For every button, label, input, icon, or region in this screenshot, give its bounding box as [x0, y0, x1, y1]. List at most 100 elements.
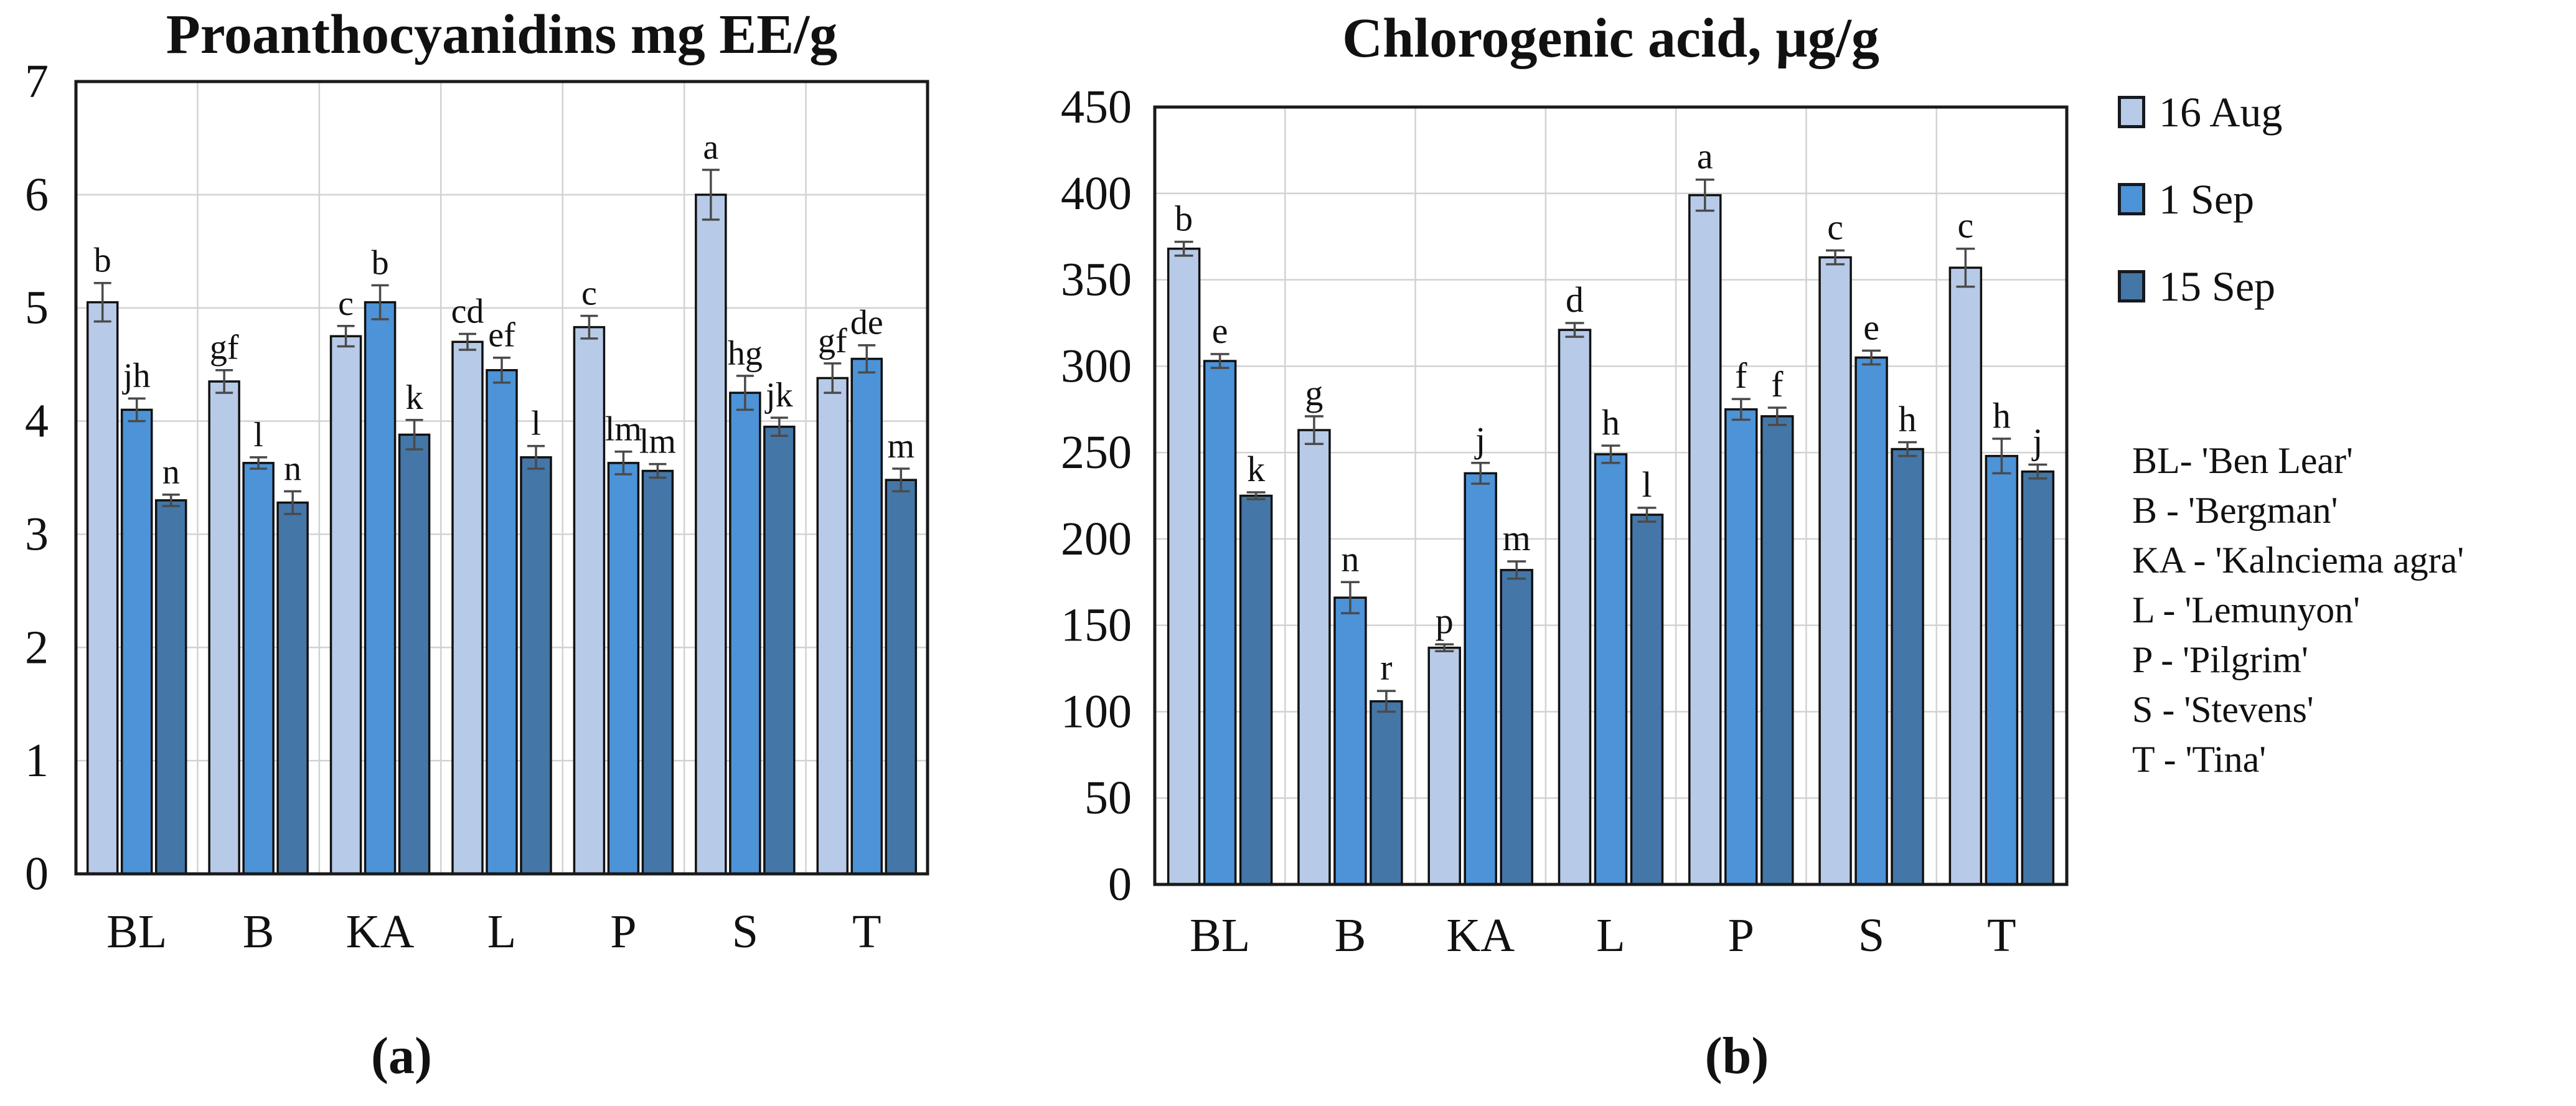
sig-letter: m — [888, 427, 915, 466]
bar — [1891, 448, 1924, 886]
key-line-bergman: B - 'Bergman' — [2132, 490, 2338, 531]
y-tick-label: 6 — [25, 169, 49, 221]
legend-swatch-1-sep-icon — [2118, 183, 2145, 215]
bar — [1297, 429, 1331, 886]
bar — [850, 357, 883, 875]
sig-letter: jk — [764, 376, 793, 415]
bar — [1594, 453, 1628, 886]
bar — [2021, 470, 2055, 886]
y-tick-label: 4 — [25, 395, 49, 448]
y-tick-label: 450 — [1061, 81, 1132, 133]
sig-letter: l — [1642, 464, 1652, 505]
sig-letter: e — [1863, 307, 1879, 347]
sig-letter: jh — [122, 357, 151, 395]
sig-letter: cd — [451, 293, 484, 331]
y-tick-label: 300 — [1061, 340, 1132, 392]
bar — [1500, 569, 1533, 886]
bar — [86, 301, 119, 875]
key-line-pilgrim: P - 'Pilgrim' — [2132, 639, 2308, 680]
key-line-ben-lear: BL- 'Ben Lear' — [2132, 440, 2353, 481]
bar — [641, 469, 674, 875]
legend-swatch-15-sep-icon — [2118, 270, 2145, 302]
bar — [1464, 472, 1497, 886]
x-category-label: KA — [346, 906, 415, 958]
y-tick-label: 350 — [1061, 254, 1132, 306]
bar — [573, 326, 606, 875]
sig-letter: lm — [605, 410, 642, 449]
sig-letter: p — [1436, 601, 1454, 641]
legend-item-16-aug: 16 Aug — [2118, 91, 2282, 133]
bar — [1724, 408, 1758, 886]
sig-letter: n — [1341, 538, 1359, 579]
legend-item-15-sep: 15 Sep — [2118, 263, 2282, 310]
chart-a-title: Proanthocyanidins mg EE/g — [166, 4, 838, 65]
bar — [364, 301, 397, 875]
bar — [1948, 266, 1983, 886]
sig-letter: c — [1827, 207, 1843, 247]
sig-letter: f — [1735, 355, 1747, 396]
bar — [486, 368, 518, 875]
x-category-label: T — [1987, 909, 2016, 962]
sig-letter: n — [284, 449, 301, 488]
x-category-label: L — [1596, 909, 1625, 962]
x-category-label: S — [732, 906, 758, 958]
bar — [276, 501, 309, 875]
cultivar-key: BL- 'Ben Lear' B - 'Bergman' KA - 'Kalnc… — [2132, 436, 2464, 784]
key-line-tina: T - 'Tina' — [2132, 739, 2267, 780]
y-tick-label: 1 — [25, 734, 49, 787]
bar — [1760, 415, 1794, 886]
bar — [520, 456, 552, 875]
legend-item-1-sep: 1 Sep — [2118, 176, 2282, 223]
bar — [451, 340, 484, 875]
panel-label-a: (a) — [371, 1027, 432, 1085]
bar — [816, 377, 849, 875]
x-category-label: KA — [1446, 909, 1515, 962]
sig-letter: h — [1602, 402, 1620, 443]
bar — [1427, 646, 1461, 886]
sig-letter: hg — [728, 334, 763, 373]
bar — [1333, 596, 1367, 886]
bar — [1558, 329, 1592, 886]
sig-letter: ef — [488, 316, 515, 355]
bar — [1167, 247, 1201, 886]
x-category-label: S — [1858, 909, 1884, 962]
y-tick-label: 2 — [25, 621, 49, 673]
sig-letter: de — [850, 304, 883, 342]
sig-letter: n — [162, 453, 180, 492]
sig-letter: l — [253, 416, 263, 454]
bar — [695, 194, 727, 875]
bar — [1239, 494, 1273, 886]
bar — [1630, 513, 1664, 886]
sig-letter: gf — [818, 322, 847, 360]
sig-letter: f — [1771, 364, 1784, 405]
bar — [729, 391, 761, 875]
bar — [1370, 700, 1403, 886]
bar — [1854, 356, 1888, 886]
x-category-label: L — [487, 906, 516, 958]
sig-letter: lm — [639, 423, 676, 461]
bar — [1985, 454, 2019, 886]
bar — [329, 335, 362, 875]
y-tick-label: 5 — [25, 282, 49, 334]
sig-letter: a — [1697, 136, 1713, 177]
legend-label: 15 Sep — [2159, 263, 2275, 310]
bar — [154, 499, 187, 875]
sig-letter: k — [1247, 449, 1265, 489]
y-tick-label: 0 — [25, 848, 49, 900]
sig-letter: b — [94, 241, 111, 280]
y-tick-label: 200 — [1061, 513, 1132, 565]
y-tick-label: 250 — [1061, 426, 1132, 479]
chart-b-title: Chlorogenic acid, µg/g — [1342, 7, 1879, 69]
x-category-label: T — [852, 906, 881, 958]
sig-letter: j — [2031, 421, 2042, 462]
sig-letter: k — [406, 378, 423, 417]
legend-label: 1 Sep — [2159, 176, 2254, 223]
x-category-label: BL — [1190, 909, 1250, 962]
plot-frame — [1153, 105, 2069, 886]
bar — [242, 462, 275, 875]
plot-frame — [74, 80, 929, 876]
y-tick-label: 50 — [1084, 772, 1132, 824]
